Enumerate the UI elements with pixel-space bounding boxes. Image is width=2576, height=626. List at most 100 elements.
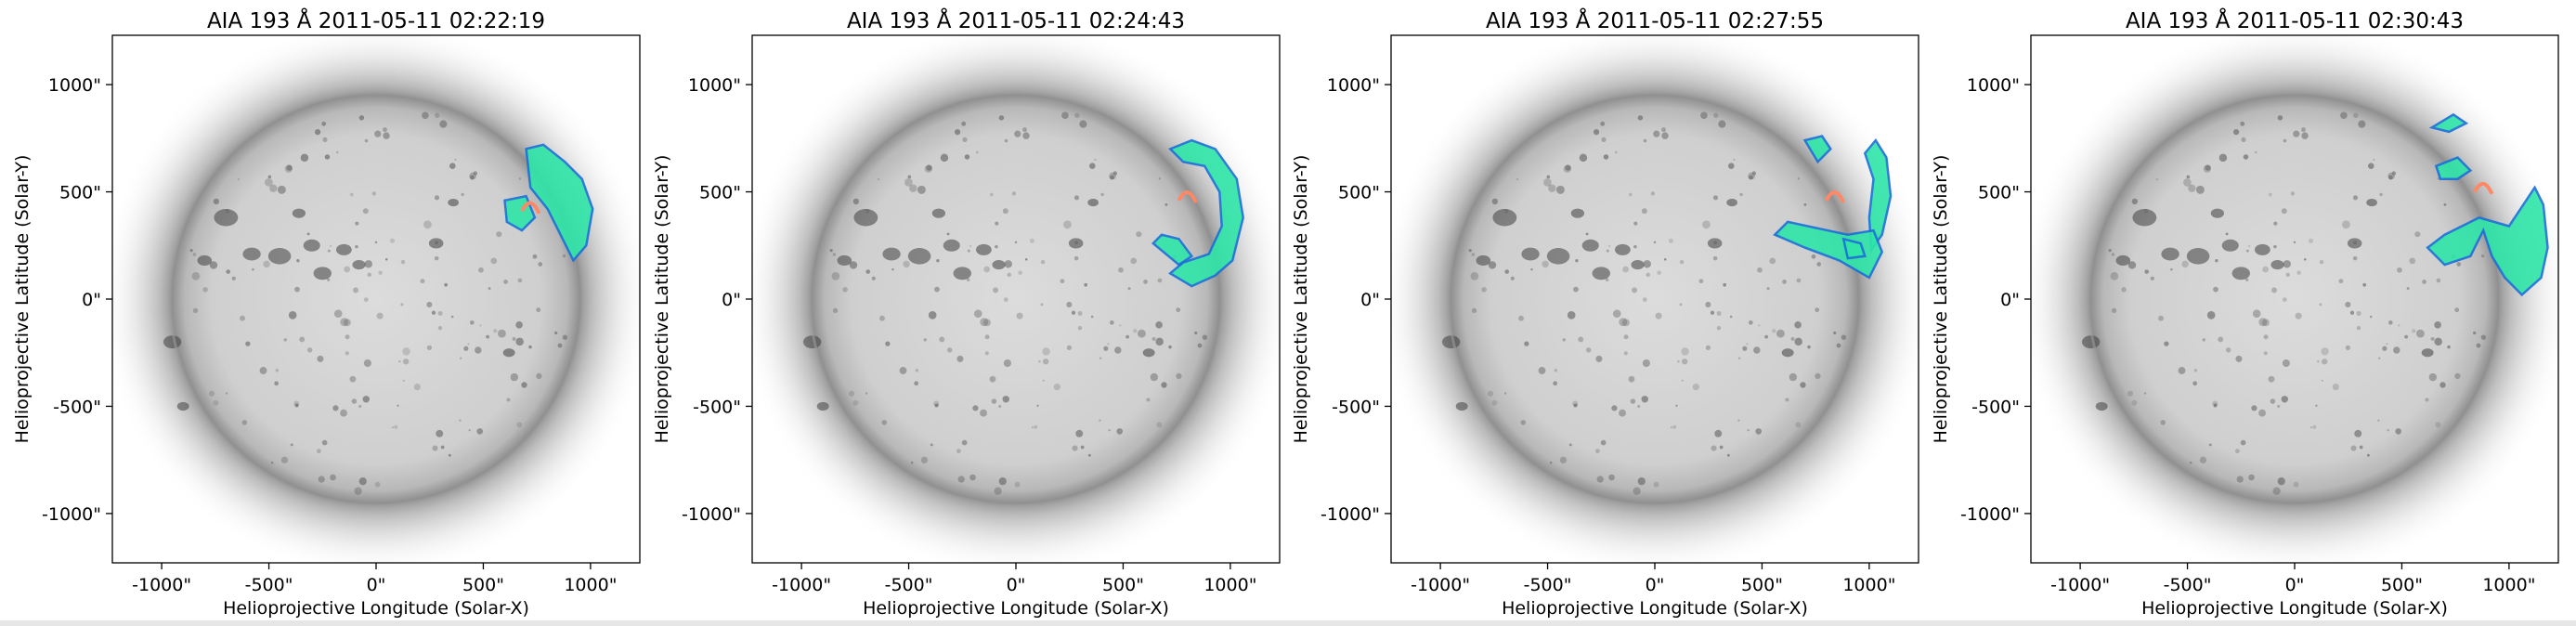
surface-speckle	[2439, 382, 2446, 388]
surface-speckle	[994, 487, 1002, 495]
surface-speckle	[832, 253, 837, 256]
surface-speckle	[512, 336, 516, 341]
surface-speckle	[1156, 422, 1163, 428]
surface-speckle	[842, 287, 848, 293]
surface-speckle	[1595, 355, 1603, 362]
surface-speckle	[885, 341, 891, 346]
surface-speckle	[2340, 111, 2348, 120]
surface-speckle	[2270, 398, 2276, 404]
surface-speckle	[1516, 177, 1519, 181]
surface-speckle	[1608, 474, 1615, 481]
limb	[1447, 91, 1863, 507]
surface-speckle	[1488, 261, 1497, 269]
surface-speckle	[2443, 202, 2447, 206]
y-tick-label: -1000"	[682, 504, 741, 525]
surface-speckle	[2111, 307, 2117, 314]
surface-speckle	[376, 312, 384, 320]
surface-speckle	[1060, 279, 1065, 284]
surface-speckle	[2480, 254, 2485, 258]
surface-speckle	[306, 232, 310, 236]
surface-speckle	[975, 150, 979, 154]
surface-speckle	[904, 178, 913, 187]
surface-speckle	[2202, 338, 2205, 342]
surface-speckle	[2189, 461, 2192, 464]
surface-speckle	[1538, 367, 1546, 374]
surface-speckle	[961, 121, 967, 126]
surface-speckle	[2213, 286, 2218, 293]
surface-speckle	[496, 231, 502, 238]
y-tick-label: 0"	[722, 290, 741, 310]
surface-speckle	[2240, 439, 2246, 446]
surface-speckle	[1133, 329, 1138, 333]
surface-speckle	[478, 267, 484, 273]
flare-kernel	[1824, 190, 1846, 203]
surface-speckle	[1797, 177, 1801, 180]
surface-speckle	[1623, 351, 1628, 356]
surface-speckle	[189, 249, 193, 253]
surface-speckle	[1568, 443, 1572, 447]
x-tick-label: -500"	[2164, 575, 2212, 595]
surface-speckle	[518, 177, 522, 180]
surface-speckle	[1681, 379, 1684, 382]
surface-speckle	[831, 271, 840, 280]
surface-speckle	[440, 445, 445, 450]
surface-speckle	[917, 185, 926, 194]
surface-speckle	[1100, 192, 1104, 197]
surface-speckle	[926, 164, 932, 171]
surface-speckle	[351, 398, 358, 404]
surface-speckle	[1003, 359, 1011, 368]
surface-speckle	[2425, 398, 2429, 402]
surface-speckle	[2254, 150, 2257, 154]
surface-speckle	[382, 127, 387, 133]
surface-speckle	[2150, 276, 2154, 280]
surface-speckle	[263, 260, 270, 268]
surface-speckle	[1108, 429, 1111, 432]
euv-wavefront	[1167, 138, 1244, 288]
active-region	[1546, 248, 1570, 265]
surface-speckle	[1031, 426, 1034, 429]
euv-wavefront	[2434, 156, 2473, 180]
surface-speckle	[517, 278, 523, 283]
surface-speckle	[488, 287, 491, 291]
surface-speckle	[306, 347, 313, 353]
active-region	[1441, 335, 1461, 349]
active-region	[2161, 247, 2179, 261]
surface-speckle	[498, 329, 506, 338]
surface-speckle	[1714, 429, 1723, 437]
surface-speckle	[1681, 359, 1688, 365]
surface-speckle	[1811, 254, 1816, 259]
surface-speckle	[2277, 115, 2283, 121]
surface-speckle	[2232, 129, 2240, 136]
solar-disk	[2088, 93, 2501, 505]
surface-speckle	[936, 259, 940, 263]
surface-speckle	[1739, 192, 1743, 197]
surface-speckle	[345, 351, 349, 356]
surface-speckle	[1007, 272, 1011, 278]
surface-speckle	[1757, 267, 1763, 273]
surface-speckle	[1608, 244, 1611, 248]
surface-speckle	[907, 175, 912, 179]
surface-speckle	[1841, 334, 1847, 340]
surface-speckle	[1632, 287, 1638, 293]
surface-speckle	[1710, 310, 1715, 315]
surface-speckle	[1637, 115, 1644, 121]
surface-speckle	[2108, 249, 2112, 253]
active-region	[2095, 401, 2108, 411]
surface-speckle	[1789, 372, 1798, 382]
surface-speckle	[2262, 266, 2270, 273]
flare-kernel	[2473, 181, 2494, 195]
surface-speckle	[1816, 262, 1822, 267]
surface-speckle	[1084, 282, 1088, 287]
surface-speckle	[2362, 282, 2367, 287]
surface-speckle	[946, 232, 950, 236]
surface-speckle	[213, 399, 219, 406]
surface-speckle	[2293, 130, 2300, 137]
surface-speckle	[1628, 192, 1633, 197]
x-tick-label: 0"	[1646, 575, 1665, 595]
surface-speckle	[515, 337, 524, 346]
surface-speckle	[2345, 301, 2351, 307]
surface-speckle	[961, 439, 968, 446]
surface-speckle	[355, 221, 359, 226]
surface-speckle	[1150, 372, 1159, 382]
surface-speckle	[2271, 287, 2278, 293]
